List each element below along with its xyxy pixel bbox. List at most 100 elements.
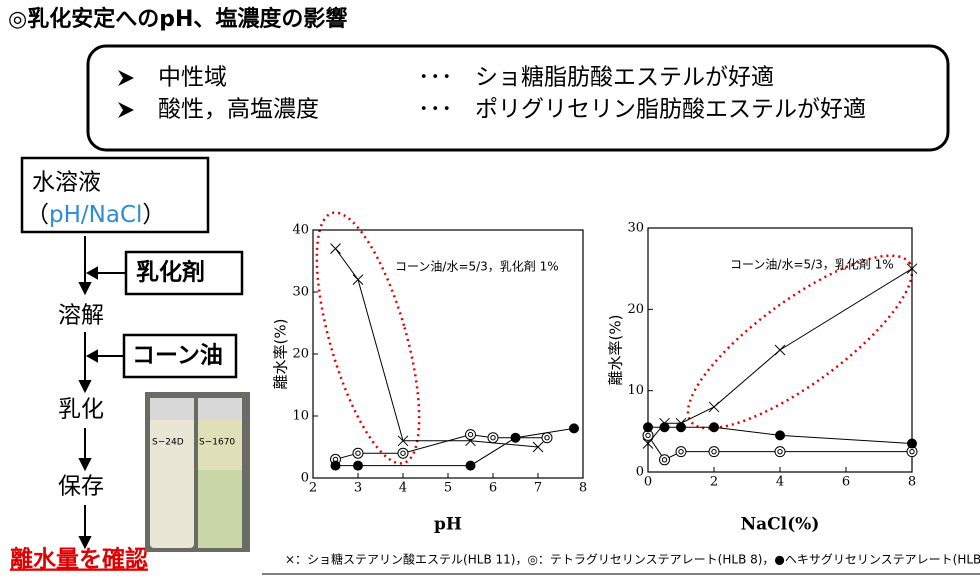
- point: [907, 438, 917, 449]
- start-label: 水溶液: [32, 170, 101, 196]
- cross-stroke: [774, 344, 786, 356]
- step-label: 乳化: [58, 397, 104, 423]
- point: [643, 422, 653, 433]
- input-box: [124, 250, 244, 296]
- point: [352, 274, 364, 285]
- point: [708, 401, 720, 413]
- bullet: [118, 70, 134, 86]
- paren: （: [26, 202, 49, 228]
- point: [775, 430, 785, 441]
- highlight: [686, 254, 914, 430]
- summary-label: 酸性，高塩濃度: [158, 97, 319, 123]
- annotation: コーン油/水=5/3，乳化剤 1%: [395, 259, 559, 274]
- dot: [643, 422, 653, 433]
- x-tick-label: 8: [908, 475, 916, 490]
- ring: [659, 454, 670, 466]
- dot: [676, 422, 686, 433]
- point: [774, 344, 786, 356]
- ring: [645, 432, 651, 439]
- flow-arrows: [78, 236, 126, 550]
- ring: [397, 447, 409, 459]
- ring: [774, 446, 786, 458]
- photo: [145, 392, 250, 552]
- summary-label: 中性域: [158, 65, 227, 91]
- annotation: コーン油/水=5/3，乳化剤 1%: [730, 257, 894, 272]
- series-line: [335, 248, 539, 448]
- point: [659, 454, 670, 466]
- cross-stroke: [532, 441, 544, 453]
- x-tick-label: 4: [399, 481, 407, 496]
- point: [709, 422, 719, 433]
- y-tick-label: 0: [301, 471, 309, 486]
- point: [906, 446, 918, 458]
- point: [465, 460, 476, 471]
- point: [397, 435, 409, 447]
- ring: [352, 447, 364, 459]
- dot: [510, 432, 521, 443]
- x-tick-label: 7: [534, 481, 542, 496]
- dot: [775, 430, 785, 441]
- summary-sep: ･･･: [418, 97, 453, 123]
- point: [532, 441, 544, 453]
- dot: [907, 438, 917, 449]
- cross-stroke: [906, 263, 918, 275]
- point: [676, 422, 686, 433]
- start-sub: （pH/NaCl）: [26, 202, 165, 228]
- x-tick-label: 2: [309, 481, 317, 496]
- ring: [678, 448, 684, 455]
- summary-box: [86, 44, 950, 152]
- series-line: [647, 268, 913, 444]
- point: [906, 263, 918, 275]
- y-tick-label: 30: [292, 285, 309, 300]
- legend-note: ×：ショ糖ステアリン酸エステル(HLB 11)，◎：テトラグリセリンステアレート…: [285, 552, 980, 567]
- point: [510, 432, 521, 443]
- ring: [541, 432, 553, 444]
- ring: [544, 435, 550, 441]
- start-box: [20, 156, 210, 234]
- y-axis-label: 離水率(%): [607, 315, 625, 386]
- point: [330, 460, 341, 471]
- input-box: [122, 333, 238, 379]
- summary-sep: ･･･: [418, 65, 453, 91]
- photo-label: S−1670: [199, 438, 235, 448]
- y-tick-label: 0: [636, 465, 644, 480]
- ring: [355, 450, 361, 456]
- ring: [467, 431, 474, 438]
- dot: [353, 460, 363, 471]
- x-tick-label: 8: [579, 481, 587, 496]
- x-tick-label: 6: [842, 475, 850, 490]
- y-tick-label: 30: [627, 221, 644, 236]
- cross-stroke: [397, 435, 409, 447]
- step-label: 溶解: [58, 303, 104, 329]
- x-axis-label: NaCl(%): [741, 515, 820, 535]
- ring: [661, 457, 668, 463]
- x-tick-label: 4: [776, 475, 784, 490]
- point: [487, 432, 499, 444]
- x-tick-label: 5: [444, 481, 452, 496]
- point: [397, 447, 409, 459]
- slide-title: ◎乳化安定へのpH、塩濃度の影響: [8, 6, 347, 32]
- dot: [465, 460, 476, 471]
- dot: [709, 422, 719, 433]
- point: [353, 460, 363, 471]
- dot: [659, 422, 670, 433]
- point: [659, 422, 670, 433]
- y-axis-label: 離水率(%): [272, 319, 290, 390]
- ring: [490, 435, 496, 441]
- dot: [330, 460, 341, 471]
- ring: [777, 448, 783, 455]
- x-tick-label: 0: [644, 475, 652, 490]
- cross-stroke: [708, 401, 720, 413]
- y-tick-label: 10: [627, 383, 644, 398]
- point: [330, 243, 341, 254]
- highlight: [315, 211, 421, 465]
- ring: [708, 446, 720, 458]
- y-tick-label: 40: [292, 223, 309, 238]
- x-tick-label: 6: [489, 481, 497, 496]
- summary-text: ポリグリセリン脂肪酸エステルが好適: [475, 97, 866, 123]
- x-tick-label: 2: [710, 475, 718, 490]
- point: [352, 447, 364, 459]
- cross-stroke: [352, 274, 364, 285]
- point: [708, 446, 720, 458]
